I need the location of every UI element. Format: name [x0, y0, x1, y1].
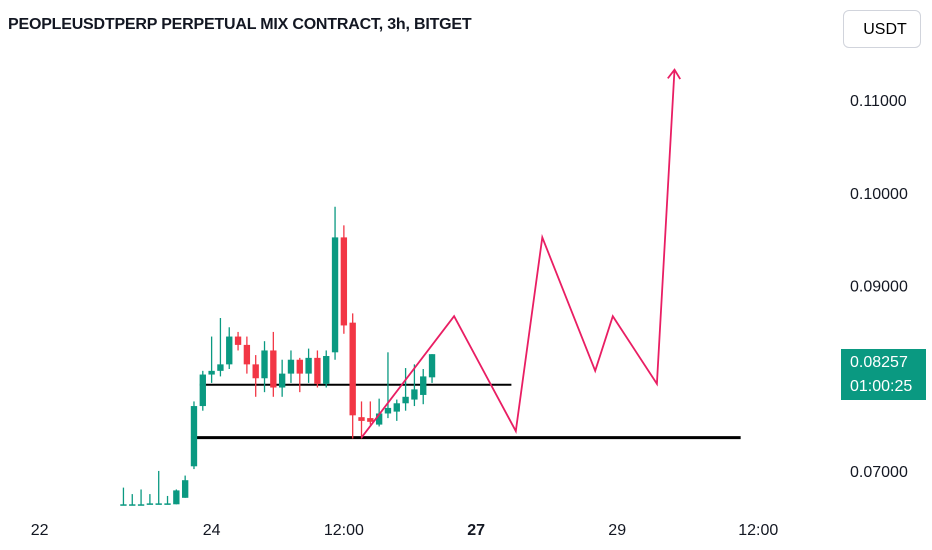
- candle: [129, 494, 136, 506]
- candle: [261, 341, 268, 393]
- candle: [155, 470, 162, 505]
- candle: [287, 350, 295, 383]
- candle: [199, 370, 206, 411]
- candle: [349, 313, 356, 439]
- candle: [164, 495, 171, 505]
- x-tick-label: 22: [31, 522, 49, 539]
- candle: [217, 318, 224, 377]
- candle-body: [155, 503, 162, 505]
- candle: [323, 350, 330, 388]
- candle: [331, 206, 339, 360]
- candle-body: [296, 359, 303, 374]
- candle: [252, 355, 259, 397]
- y-tick-label: 0.10000: [850, 186, 908, 203]
- candle-body: [411, 389, 418, 400]
- candle-body: [252, 364, 259, 379]
- candles: [120, 206, 436, 506]
- candle: [234, 331, 242, 351]
- candle: [402, 368, 409, 411]
- candle-body: [243, 344, 251, 365]
- candle: [146, 494, 154, 505]
- projection-arrowhead: [667, 68, 681, 80]
- candle-body: [234, 336, 242, 345]
- candle-body: [199, 374, 206, 407]
- candle: [358, 401, 365, 439]
- projection-line: [360, 69, 676, 439]
- y-tick-label: 0.11000: [850, 93, 907, 110]
- candle-body: [173, 490, 180, 505]
- candle-body: [217, 364, 224, 371]
- y-axis: 0.11000 0.10000 0.09000 0.07000: [850, 93, 908, 481]
- last-price-value: 0.08257: [850, 354, 908, 371]
- candle: [208, 336, 215, 383]
- candle-body: [375, 413, 383, 425]
- candle: [375, 398, 383, 427]
- y-tick-label: 0.09000: [850, 279, 908, 296]
- candle-body: [129, 504, 136, 506]
- candle: [270, 331, 277, 397]
- x-tick-label: 24: [203, 522, 221, 539]
- candle: [226, 327, 233, 369]
- chart-title: PEOPLEUSDTPERP PERPETUAL MIX CONTRACT, 3…: [8, 16, 472, 33]
- candle: [367, 401, 374, 425]
- candle: [384, 352, 392, 419]
- candle: [243, 336, 251, 374]
- candle: [173, 489, 180, 505]
- candle-body: [287, 359, 295, 374]
- candle: [278, 359, 286, 397]
- projection-path: [360, 68, 681, 439]
- candle-body: [314, 357, 321, 384]
- candle-body: [428, 354, 436, 378]
- candle-body: [146, 503, 154, 505]
- candle: [296, 357, 303, 393]
- candle-body: [181, 480, 189, 498]
- candle: [314, 350, 321, 388]
- x-axis: 22 24 12:00 27 29 12:00: [31, 522, 779, 539]
- candle-body: [331, 237, 339, 353]
- candle: [340, 225, 348, 334]
- candle-body: [261, 350, 268, 379]
- candle-body: [384, 407, 392, 414]
- x-tick-label: 27: [467, 522, 485, 539]
- candle-body: [278, 373, 286, 388]
- candle-body: [358, 417, 365, 421]
- x-tick-label: 29: [608, 522, 626, 539]
- candle-body: [164, 503, 171, 505]
- candle-body: [420, 376, 427, 395]
- candle: [393, 399, 400, 421]
- x-tick-label: 12:00: [738, 522, 778, 539]
- candle-body: [367, 418, 374, 422]
- candle-body: [349, 322, 356, 416]
- candle-body: [190, 406, 198, 467]
- candle-body: [208, 370, 215, 375]
- candle-body: [270, 350, 277, 388]
- candle: [428, 354, 436, 383]
- candle-body: [323, 356, 330, 384]
- candle: [190, 401, 198, 470]
- candle: [181, 475, 189, 498]
- candle-body: [340, 237, 348, 326]
- candle: [420, 368, 427, 405]
- bar-countdown: 01:00:25: [850, 378, 913, 395]
- x-tick-label: 12:00: [324, 522, 364, 539]
- candle-body: [226, 336, 233, 365]
- candle-body: [120, 504, 127, 506]
- y-tick-label: 0.07000: [850, 464, 908, 481]
- last-price-badge: 0.08257 01:00:25: [841, 349, 926, 400]
- currency-selector-button[interactable]: USDT: [843, 10, 921, 48]
- candle-body: [402, 396, 409, 404]
- candle-body: [137, 504, 145, 506]
- candle: [137, 489, 145, 506]
- candle: [411, 364, 418, 407]
- candle-body: [393, 403, 400, 412]
- candle: [305, 348, 312, 383]
- candle: [120, 487, 127, 506]
- candle-body: [305, 357, 312, 374]
